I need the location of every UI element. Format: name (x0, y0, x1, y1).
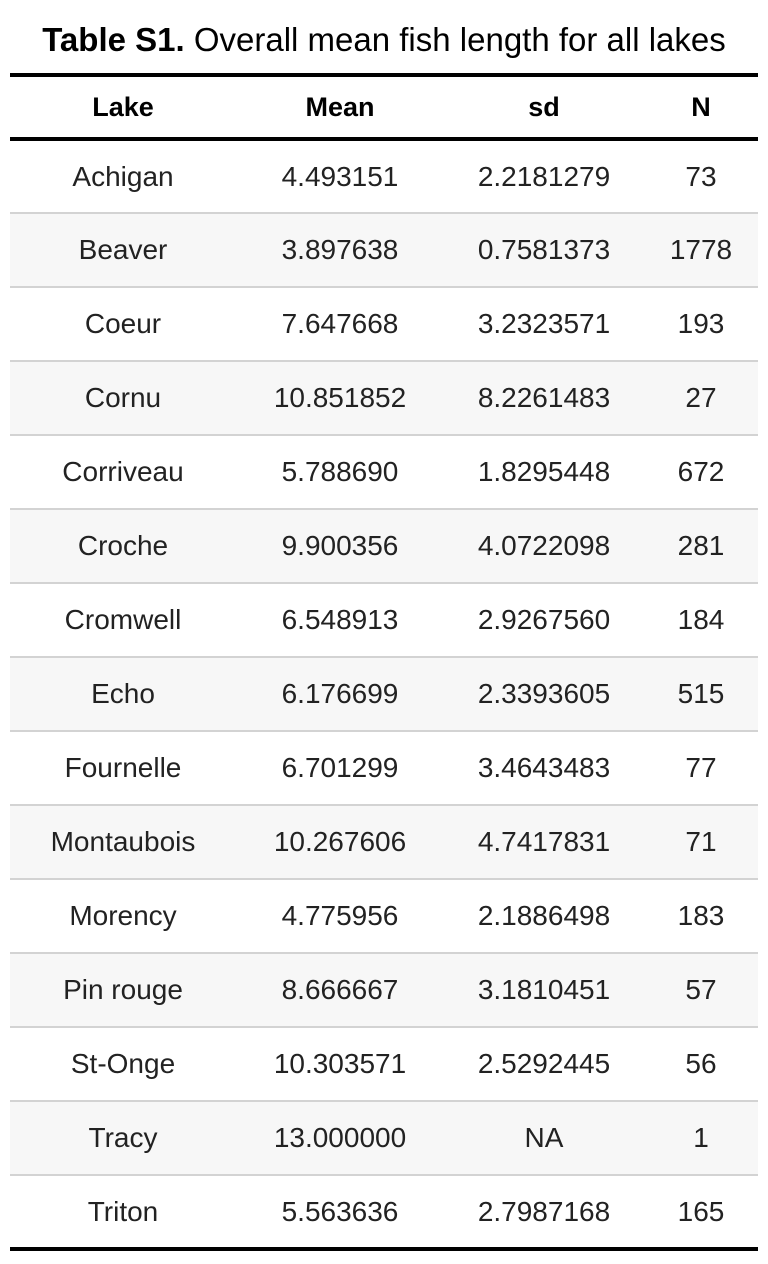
table-caption: Table S1. Overall mean fish length for a… (0, 16, 768, 64)
table-row: Echo 6.176699 2.3393605 515 (10, 657, 758, 732)
cell-n: 193 (644, 287, 758, 362)
cell-mean: 5.788690 (236, 435, 444, 510)
data-table-container: Lake Mean sd N Achigan 4.493151 2.2181279 7… (10, 73, 758, 1251)
table-header: Lake Mean sd N (10, 75, 758, 139)
column-header-lake: Lake (92, 91, 154, 122)
cell-mean: 6.176699 (236, 657, 444, 732)
cell-sd: 2.1886498 (444, 879, 644, 954)
cell-mean: 5.563636 (236, 1175, 444, 1251)
table-row: Tracy 13.000000 NA 1 (10, 1101, 758, 1176)
table-row: Cromwell 6.548913 2.9267560 184 (10, 583, 758, 658)
table-row: Montaubois 10.267606 4.7417831 71 (10, 805, 758, 880)
cell-sd: 8.2261483 (444, 361, 644, 436)
cell-sd: 4.0722098 (444, 509, 644, 584)
cell-sd: 3.4643483 (444, 731, 644, 806)
cell-n: 73 (644, 139, 758, 214)
header-row: Lake Mean sd N (10, 75, 758, 139)
cell-mean: 4.493151 (236, 139, 444, 214)
cell-sd: 2.5292445 (444, 1027, 644, 1102)
table-row: Corriveau 5.788690 1.8295448 672 (10, 435, 758, 510)
cell-mean: 7.647668 (236, 287, 444, 362)
cell-sd: 3.1810451 (444, 953, 644, 1028)
cell-n: 1 (644, 1101, 758, 1176)
cell-n: 77 (644, 731, 758, 806)
cell-lake: Corriveau (10, 435, 236, 510)
cell-mean: 3.897638 (236, 213, 444, 288)
cell-sd: 2.7987168 (444, 1175, 644, 1251)
cell-lake: Morency (10, 879, 236, 954)
cell-n: 71 (644, 805, 758, 880)
cell-mean: 8.666667 (236, 953, 444, 1028)
cell-n: 281 (644, 509, 758, 584)
cell-mean: 10.267606 (236, 805, 444, 880)
cell-mean: 10.851852 (236, 361, 444, 436)
table-body: Achigan 4.493151 2.2181279 73 Beaver 3.897638… (10, 139, 758, 1251)
cell-sd: 0.7581373 (444, 213, 644, 288)
cell-n: 165 (644, 1175, 758, 1251)
cell-lake: Coeur (10, 287, 236, 362)
cell-mean: 6.548913 (236, 583, 444, 658)
cell-lake: Triton (10, 1175, 236, 1251)
column-header-sd: sd (528, 91, 560, 122)
table-row: Croche 9.900356 4.0722098 281 (10, 509, 758, 584)
cell-lake: Beaver (10, 213, 236, 288)
cell-sd: 2.9267560 (444, 583, 644, 658)
column-header-mean: Mean (305, 91, 375, 122)
table-row: Triton 5.563636 2.7987168 165 (10, 1175, 758, 1251)
cell-n: 27 (644, 361, 758, 436)
cell-lake: Pin rouge (10, 953, 236, 1028)
cell-lake: St-Onge (10, 1027, 236, 1102)
cell-sd: 1.8295448 (444, 435, 644, 510)
cell-lake: Montaubois (10, 805, 236, 880)
table-row: Beaver 3.897638 0.7581373 1778 (10, 213, 758, 288)
cell-sd: 2.3393605 (444, 657, 644, 732)
table-row: St-Onge 10.303571 2.5292445 56 (10, 1027, 758, 1102)
cell-sd: 2.2181279 (444, 139, 644, 214)
table-row: Cornu 10.851852 8.2261483 27 (10, 361, 758, 436)
cell-mean: 13.000000 (236, 1101, 444, 1176)
cell-mean: 9.900356 (236, 509, 444, 584)
fish-length-table: Lake Mean sd N Achigan 4.493151 2.2181279 7… (10, 73, 758, 1251)
table-caption-label: Table S1. (42, 21, 185, 58)
table-row: Achigan 4.493151 2.2181279 73 (10, 139, 758, 214)
cell-sd: NA (444, 1101, 644, 1176)
cell-mean: 10.303571 (236, 1027, 444, 1102)
cell-lake: Croche (10, 509, 236, 584)
cell-lake: Echo (10, 657, 236, 732)
cell-lake: Achigan (10, 139, 236, 214)
cell-n: 515 (644, 657, 758, 732)
table-row: Fournelle 6.701299 3.4643483 77 (10, 731, 758, 806)
cell-sd: 4.7417831 (444, 805, 644, 880)
cell-n: 183 (644, 879, 758, 954)
cell-mean: 4.775956 (236, 879, 444, 954)
cell-n: 56 (644, 1027, 758, 1102)
cell-mean: 6.701299 (236, 731, 444, 806)
cell-n: 1778 (644, 213, 758, 288)
cell-n: 57 (644, 953, 758, 1028)
table-row: Morency 4.775956 2.1886498 183 (10, 879, 758, 954)
cell-n: 184 (644, 583, 758, 658)
cell-sd: 3.2323571 (444, 287, 644, 362)
cell-lake: Tracy (10, 1101, 236, 1176)
cell-lake: Cornu (10, 361, 236, 436)
cell-lake: Cromwell (10, 583, 236, 658)
table-row: Pin rouge 8.666667 3.1810451 57 (10, 953, 758, 1028)
cell-n: 672 (644, 435, 758, 510)
table-caption-text: Overall mean fish length for all lakes (193, 21, 726, 58)
table-row: Coeur 7.647668 3.2323571 193 (10, 287, 758, 362)
cell-lake: Fournelle (10, 731, 236, 806)
column-header-n: N (691, 91, 711, 122)
